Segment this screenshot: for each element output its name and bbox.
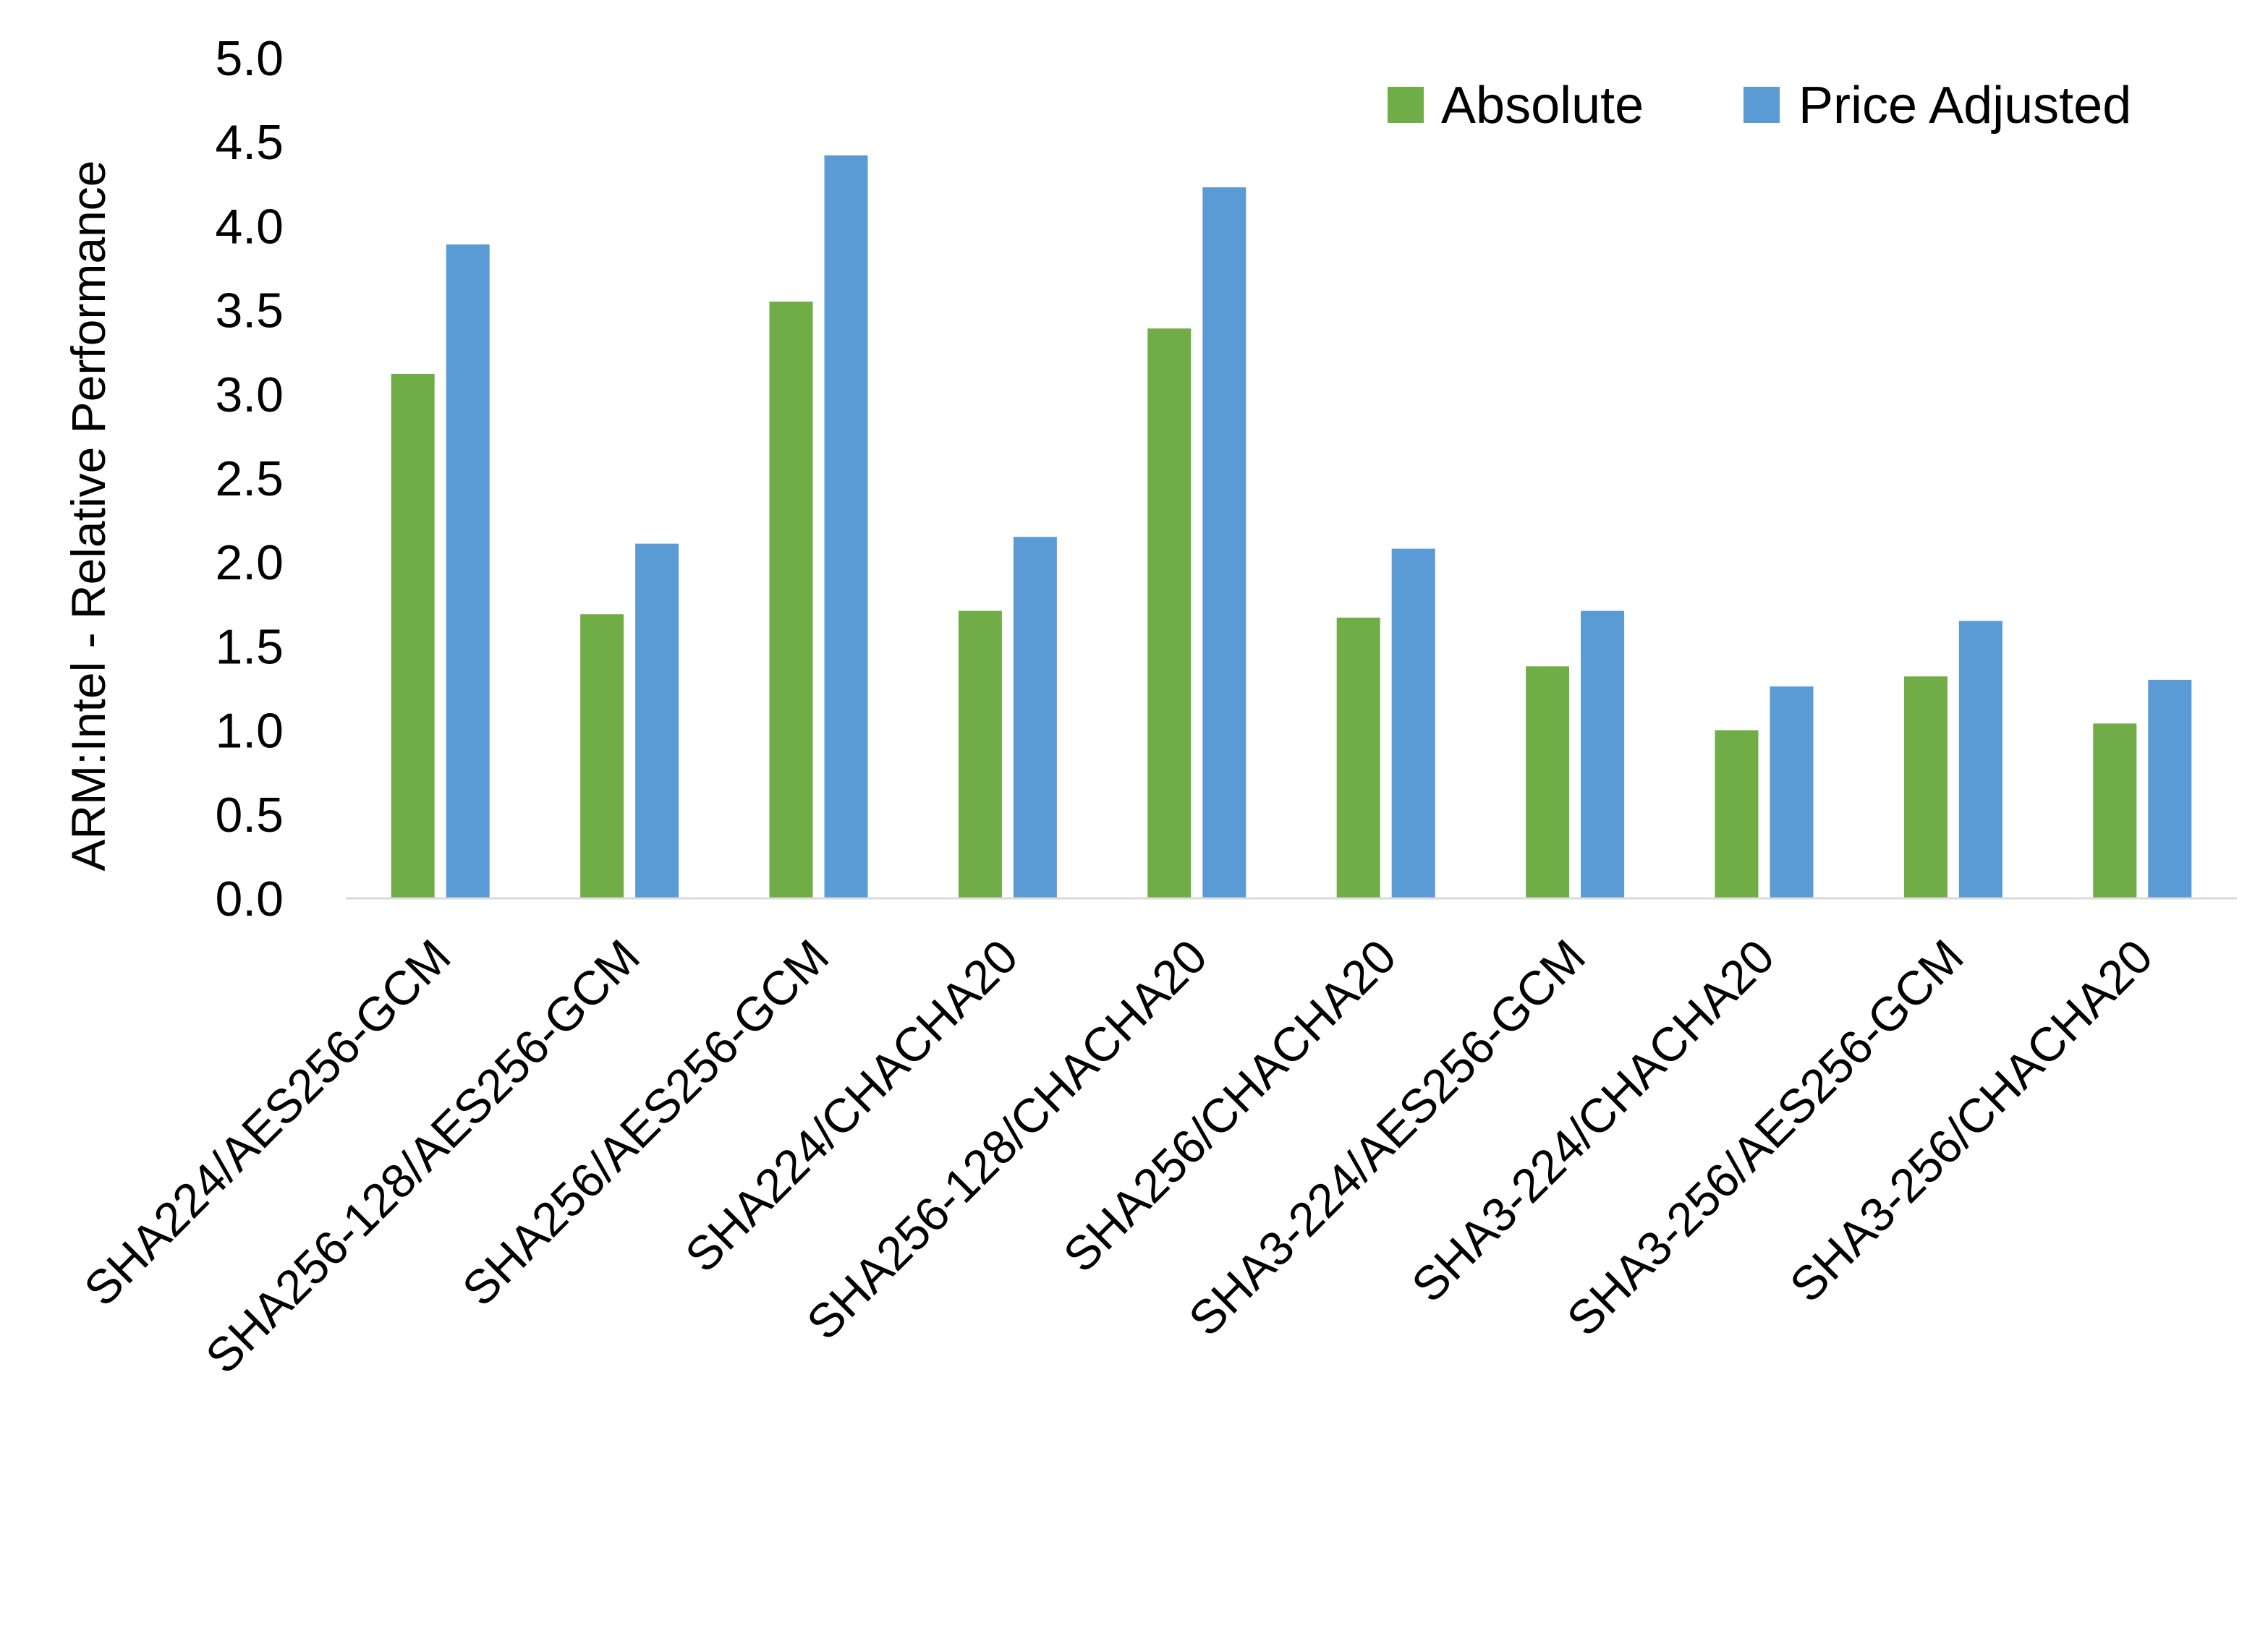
y-tick-labels: 0.0 0.5 1.0 1.5 2.0 2.5 3.0 3.5 4.0 4.5 5.0 xyxy=(215,31,284,927)
bar-absolute-5 xyxy=(1336,617,1380,898)
bar-absolute-6 xyxy=(1526,666,1570,898)
legend-swatch-price-adjusted xyxy=(1744,87,1780,123)
bar-absolute-1 xyxy=(580,614,624,898)
y-axis-label: ARM:Intel - Relative Performance xyxy=(61,160,115,871)
category-label: SHA256/CHACHA20 xyxy=(1053,929,1406,1282)
bar-price-adjusted-5 xyxy=(1391,548,1435,898)
bar-price-adjusted-3 xyxy=(1013,537,1057,898)
legend-swatch-absolute xyxy=(1388,87,1424,123)
bar-price-adjusted-0 xyxy=(446,244,490,898)
bar-price-adjusted-1 xyxy=(635,543,679,898)
bar-absolute-9 xyxy=(2093,723,2137,898)
category-label: SHA3-256/CHACHA20 xyxy=(1780,929,2163,1313)
category-label: SHA3-224/AES256-GCM xyxy=(1178,929,1595,1346)
bars xyxy=(391,155,2192,899)
y-tick-label: 3.0 xyxy=(215,367,284,422)
legend: Absolute Price Adjusted xyxy=(1388,77,2131,135)
y-tick-label: 4.0 xyxy=(215,199,284,254)
bar-price-adjusted-7 xyxy=(1770,686,1814,898)
y-tick-label: 5.0 xyxy=(215,31,284,86)
bar-absolute-4 xyxy=(1147,328,1192,898)
y-tick-label: 1.0 xyxy=(215,704,284,759)
y-tick-label: 4.5 xyxy=(215,115,284,170)
legend-label-absolute: Absolute xyxy=(1441,77,1644,135)
bar-price-adjusted-8 xyxy=(1958,621,2002,898)
bar-price-adjusted-6 xyxy=(1581,610,1625,898)
category-labels: SHA224/AES256-GCMSHA256-128/AES256-GCMSH… xyxy=(74,929,2162,1384)
category-label: SHA256/AES256-GCM xyxy=(452,929,839,1316)
category-label: SHA3-224/CHACHA20 xyxy=(1401,929,1785,1313)
bar-absolute-3 xyxy=(958,610,1002,898)
category-label: SHA224/AES256-GCM xyxy=(74,929,461,1316)
bar-price-adjusted-9 xyxy=(2148,679,2192,898)
bar-price-adjusted-4 xyxy=(1202,187,1246,898)
category-label: SHA3-256/AES256-GCM xyxy=(1557,929,1974,1346)
bar-absolute-2 xyxy=(769,301,813,899)
y-tick-label: 0.5 xyxy=(215,788,284,843)
bar-absolute-8 xyxy=(1903,676,1948,898)
y-tick-label: 2.0 xyxy=(215,535,284,590)
category-label: SHA224/CHACHA20 xyxy=(675,929,1028,1282)
legend-label-price-adjusted: Price Adjusted xyxy=(1798,77,2131,135)
bar-absolute-0 xyxy=(391,373,435,898)
y-tick-label: 2.5 xyxy=(215,451,284,506)
y-tick-label: 0.0 xyxy=(215,872,284,927)
bar-price-adjusted-2 xyxy=(824,155,868,899)
y-tick-label: 1.5 xyxy=(215,619,284,674)
bar-absolute-7 xyxy=(1715,730,1759,898)
category-label: SHA256-128/CHACHA20 xyxy=(797,929,1218,1350)
y-tick-label: 3.5 xyxy=(215,284,284,338)
